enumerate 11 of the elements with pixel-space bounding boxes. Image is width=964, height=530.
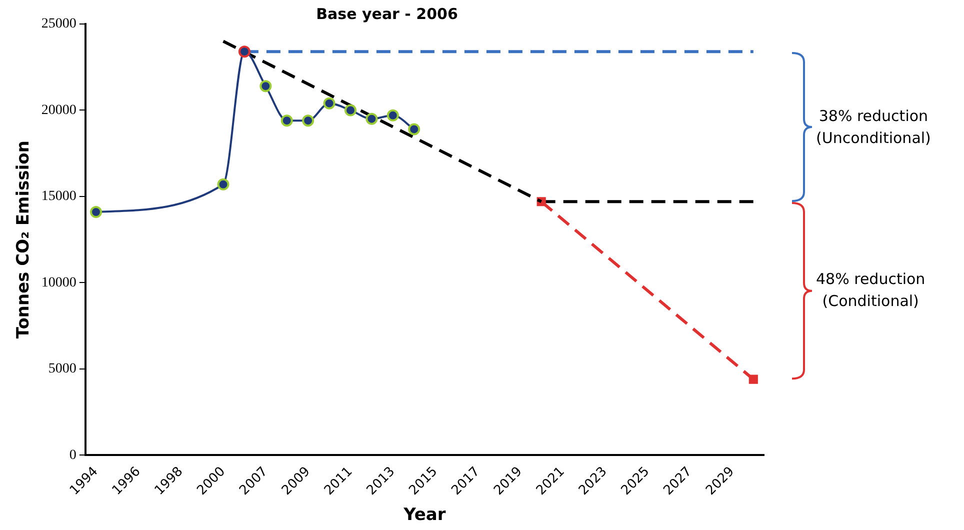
y-tick-label: 5000 — [48, 362, 76, 377]
y-tick-label: 20000 — [41, 102, 76, 118]
y-tick-label: 10000 — [41, 275, 76, 290]
y-tick-label: 25000 — [41, 16, 76, 32]
text: 48% reduction (Conditional) — [816, 269, 926, 312]
y-tick-label: 15000 — [41, 189, 76, 204]
y-tick-label: 0 — [69, 448, 76, 463]
x-axis-title: Year — [402, 505, 446, 526]
text: 38% reduction (Unconditional) — [816, 106, 931, 149]
chart-title: Base year - 2006 — [316, 4, 458, 23]
y-axis-title: Tonnes CO₂ Emission — [14, 140, 34, 339]
